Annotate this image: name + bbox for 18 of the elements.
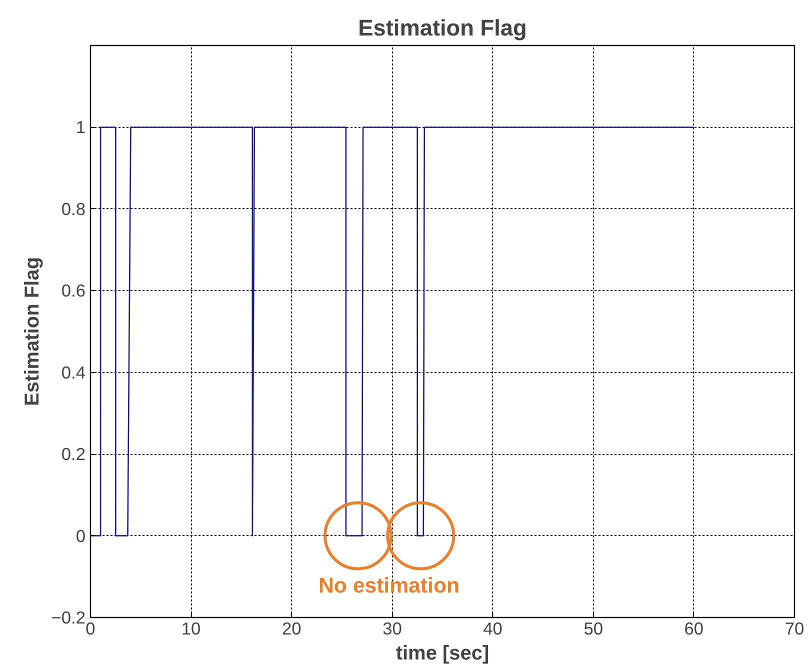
x-tick-label: 70 (784, 618, 804, 638)
y-tick-label: 0 (76, 526, 86, 546)
x-axis-title: time [sec] (396, 642, 490, 664)
chart-title: Estimation Flag (358, 14, 527, 40)
y-tick-label: −0.2 (51, 608, 86, 628)
y-tick-label: 0.6 (61, 280, 86, 301)
y-tick-label: 0.2 (61, 444, 86, 464)
x-tick-label: 50 (584, 618, 603, 638)
x-tick-label: 20 (282, 618, 302, 638)
y-axis-title: Estimation Flag (21, 257, 44, 406)
x-tick-label: 60 (684, 618, 704, 638)
x-tick-label: 30 (382, 618, 402, 638)
y-tick-label: 1 (76, 117, 86, 138)
y-tick-label: 0.8 (61, 198, 86, 219)
y-tick-label: 0.4 (61, 362, 86, 382)
x-tick-label: 40 (483, 618, 502, 638)
x-tick-label: 10 (181, 618, 201, 638)
annotation: No estimation (318, 574, 460, 598)
